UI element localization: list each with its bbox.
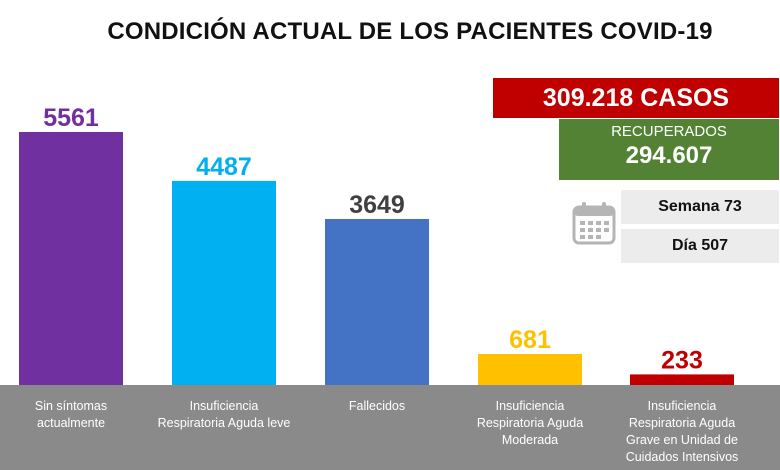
category-label-line: Grave en Unidad de <box>626 433 738 447</box>
bar-5 <box>630 374 734 385</box>
category-band <box>0 385 780 470</box>
bar-value-label-3: 3649 <box>349 191 405 219</box>
bar-2 <box>172 180 276 385</box>
category-label-line: Insuficiencia <box>647 399 717 413</box>
category-label-5: Insuficiencia Respiratoria Aguda Grave en … <box>607 398 757 466</box>
category-label-line: Fallecidos <box>348 399 406 413</box>
recovered-badge: RECUPERADOS 294.607 <box>559 119 779 180</box>
bar-4 <box>478 354 582 385</box>
recovered-label: RECUPERADOS <box>611 123 727 140</box>
recovered-value: 294.607 <box>625 142 713 169</box>
page-title: CONDICIÓN ACTUAL DE LOS PACIENTES COVID-… <box>107 18 713 45</box>
bar-value-label-2: 4487 <box>196 153 252 181</box>
category-label-line: Insuficiencia <box>495 399 565 413</box>
bar-1 <box>19 132 123 385</box>
category-label-line: Insuficiencia <box>189 399 259 413</box>
category-label-3: Fallecidos <box>302 398 452 415</box>
category-label-line: Moderada <box>501 433 559 447</box>
calendar-icon <box>572 202 616 245</box>
category-label-line: Cuidados Intensivos <box>625 450 739 464</box>
total-cases-badge: 309.218 CASOS <box>493 78 779 118</box>
bar-value-label-1: 5561 <box>43 104 99 132</box>
category-label-line: Respiratoria Aguda leve <box>157 416 291 430</box>
bar-value-label-5: 233 <box>661 346 703 374</box>
week-badge: Semana 73 <box>621 190 779 224</box>
category-label-line: Sin síntomas <box>34 399 108 413</box>
category-label-line: actualmente <box>36 416 106 430</box>
category-label-1: Sin síntomas actualmente <box>0 398 146 432</box>
category-label-2: Insuficiencia Respiratoria Aguda leve <box>149 398 299 432</box>
day-badge: Día 507 <box>621 229 779 263</box>
category-label-4: Insuficiencia Respiratoria Aguda Moderada <box>455 398 605 449</box>
bar-value-label-4: 681 <box>509 326 551 354</box>
category-label-line: Respiratoria Aguda <box>476 416 584 430</box>
bar-3 <box>325 218 429 385</box>
category-label-line: Respiratoria Aguda <box>628 416 736 430</box>
